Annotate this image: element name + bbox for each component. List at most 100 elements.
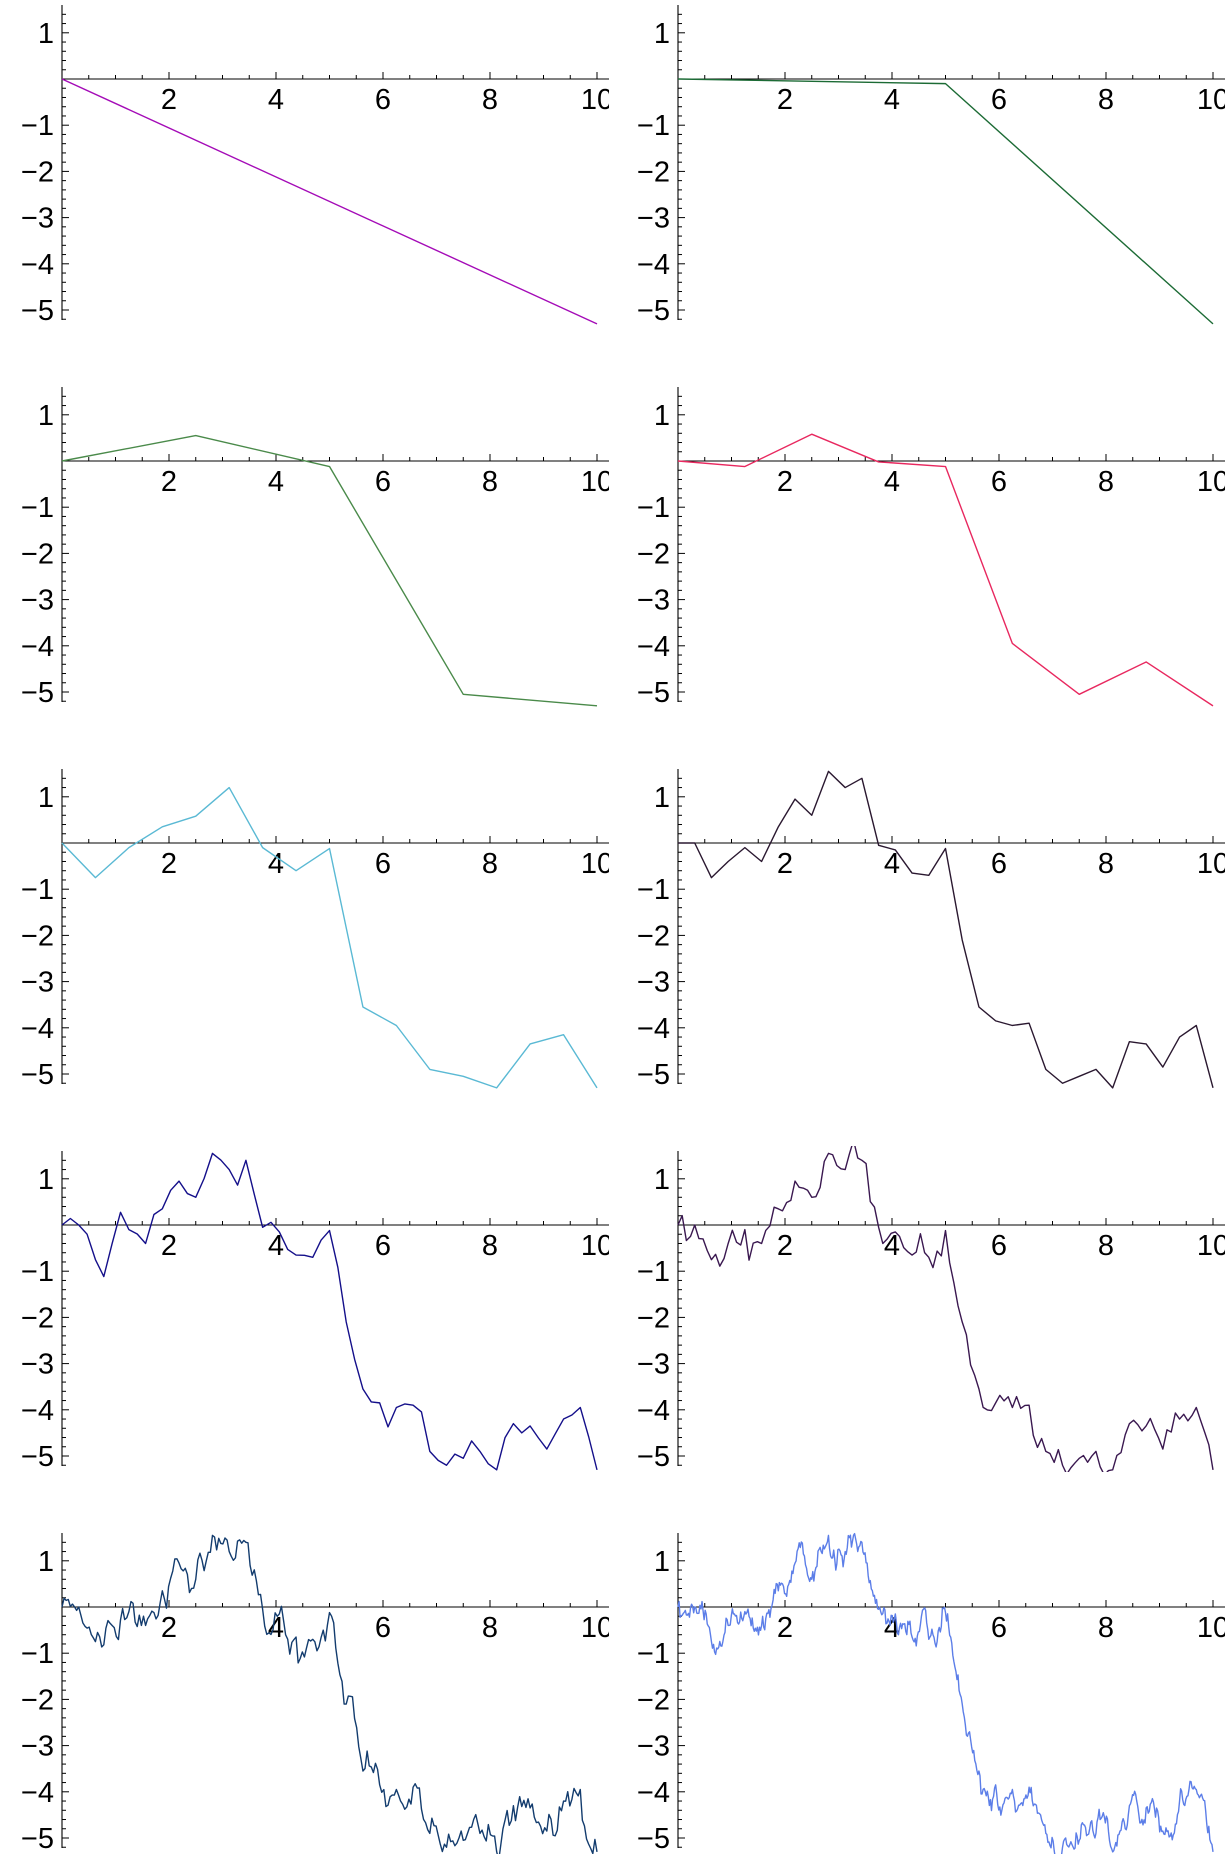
y-tick-label: −1 <box>21 1638 54 1670</box>
x-tick-label: 4 <box>884 466 900 498</box>
line-plot-5: 2 4 6 8 10 1 −1 −2 −3 −4 −5 <box>0 764 609 1090</box>
x-tick-label: 8 <box>482 1230 498 1262</box>
x-tick-label: 10 <box>1197 84 1225 116</box>
y-tick-label: 1 <box>654 400 670 432</box>
line-plot-4: 2 4 6 8 10 1 −1 −2 −3 −4 −5 <box>616 382 1225 708</box>
y-tick-label: −3 <box>21 1349 54 1381</box>
y-tick-label: −5 <box>21 1823 54 1854</box>
y-tick-label: 1 <box>38 18 54 50</box>
y-tick-label: −4 <box>637 1777 670 1809</box>
line-plot-3: 2 4 6 8 10 1 −1 −2 −3 −4 −5 <box>0 382 609 708</box>
y-tick-label: −3 <box>21 967 54 999</box>
series-line <box>678 770 1214 1089</box>
y-tick-label: −5 <box>21 295 54 326</box>
y-tick-label: −3 <box>637 585 670 617</box>
line-plot-6: 2 4 6 8 10 1 −1 −2 −3 −4 −5 <box>616 764 1225 1090</box>
y-tick-label: −3 <box>637 1731 670 1763</box>
y-tick-label: −5 <box>21 1441 54 1472</box>
y-tick-label: −2 <box>21 920 54 952</box>
y-tick-label: −4 <box>637 631 670 663</box>
x-tick-label: 2 <box>161 848 177 880</box>
x-tick-label: 10 <box>1197 466 1225 498</box>
y-tick-label: −3 <box>21 203 54 235</box>
y-tick-label: −5 <box>637 1059 670 1090</box>
y-tick-label: −3 <box>637 967 670 999</box>
plot-canvas: 2 4 6 8 101−1−2−3−4−5 <box>637 5 1225 326</box>
x-tick-label: 8 <box>482 848 498 880</box>
x-tick-label: 10 <box>581 1230 609 1262</box>
x-tick-label: 6 <box>991 1612 1007 1644</box>
y-tick-label: −4 <box>21 1395 54 1427</box>
x-tick-label: 8 <box>482 466 498 498</box>
x-tick-label: 10 <box>1197 848 1225 880</box>
plot-canvas: 2 4 6 8 101−1−2−3−4−5 <box>21 769 609 1090</box>
y-tick-label: −4 <box>637 1395 670 1427</box>
plot-canvas: 2 4 6 8 101−1−2−3−4−5 <box>21 1151 609 1472</box>
x-tick-label: 6 <box>991 466 1007 498</box>
y-tick-label: 1 <box>654 1164 670 1196</box>
series-line <box>61 1534 598 1854</box>
x-tick-label: 8 <box>482 84 498 116</box>
x-tick-label: 6 <box>375 466 391 498</box>
series-line <box>61 786 598 1089</box>
plot-canvas: 2 4 6 8 101−1−2−3−4−5 <box>21 1533 609 1854</box>
y-tick-label: −2 <box>637 1684 670 1716</box>
x-tick-label: 10 <box>581 848 609 880</box>
x-tick-label: 2 <box>161 1230 177 1262</box>
x-tick-label: 10 <box>581 466 609 498</box>
x-tick-label: 2 <box>777 848 793 880</box>
x-tick-label: 4 <box>884 848 900 880</box>
x-tick-label: 4 <box>268 466 284 498</box>
y-tick-label: −5 <box>637 295 670 326</box>
y-tick-label: −5 <box>21 1059 54 1090</box>
y-tick-label: −2 <box>21 1684 54 1716</box>
y-tick-label: −5 <box>637 1823 670 1854</box>
x-tick-label: 2 <box>777 84 793 116</box>
x-tick-label: 10 <box>581 84 609 116</box>
y-tick-label: −5 <box>637 677 670 708</box>
y-tick-label: −2 <box>637 1302 670 1334</box>
plot-canvas: 2 4 6 8 101−1−2−3−4−5 <box>21 5 609 326</box>
line-plot-10: 2 4 6 8 10 1 −1 −2 −3 −4 −5 <box>616 1528 1225 1854</box>
line-plot-1: 2 4 6 8 10 1 −1 −2 −3 −4 −5 <box>0 0 609 326</box>
x-tick-label: 10 <box>1197 1612 1225 1644</box>
x-tick-label: 4 <box>268 1612 284 1644</box>
x-tick-label: 4 <box>268 84 284 116</box>
y-tick-label: −1 <box>21 492 54 524</box>
y-tick-label: −4 <box>637 1013 670 1045</box>
plot-canvas: 2 4 6 8 101−1−2−3−4−5 <box>637 1532 1225 1854</box>
y-tick-label: −3 <box>21 1731 54 1763</box>
x-tick-label: 6 <box>375 1230 391 1262</box>
y-tick-label: −4 <box>637 249 670 281</box>
x-tick-label: 2 <box>777 1612 793 1644</box>
x-tick-label: 2 <box>777 1230 793 1262</box>
x-tick-label: 10 <box>1197 1230 1225 1262</box>
y-tick-label: −1 <box>637 110 670 142</box>
x-tick-label: 8 <box>1098 84 1114 116</box>
x-tick-label: 4 <box>268 848 284 880</box>
plot-canvas: 2 4 6 8 101−1−2−3−4−5 <box>637 387 1225 708</box>
x-tick-label: 4 <box>268 1230 284 1262</box>
line-plot-2: 2 4 6 8 10 1 −1 −2 −3 −4 −5 <box>616 0 1225 326</box>
y-tick-label: 1 <box>38 1546 54 1578</box>
y-tick-label: −3 <box>637 203 670 235</box>
series-line <box>677 78 1214 325</box>
y-tick-label: −1 <box>21 874 54 906</box>
y-tick-label: −1 <box>21 110 54 142</box>
x-tick-label: 2 <box>161 466 177 498</box>
y-tick-label: 1 <box>654 18 670 50</box>
x-tick-label: 6 <box>375 84 391 116</box>
x-tick-label: 8 <box>1098 848 1114 880</box>
x-tick-label: 8 <box>482 1612 498 1644</box>
x-tick-label: 6 <box>375 848 391 880</box>
x-tick-label: 2 <box>161 84 177 116</box>
x-tick-label: 6 <box>991 1230 1007 1262</box>
series-line <box>61 78 598 325</box>
x-tick-label: 6 <box>375 1612 391 1644</box>
y-tick-label: −1 <box>21 1256 54 1288</box>
y-tick-label: 1 <box>654 1546 670 1578</box>
line-plot-8: 2 4 6 8 10 1 −1 −2 −3 −4 −5 <box>616 1146 1225 1472</box>
line-plot-9: 2 4 6 8 10 1 −1 −2 −3 −4 −5 <box>0 1528 609 1854</box>
x-tick-label: 8 <box>1098 1612 1114 1644</box>
